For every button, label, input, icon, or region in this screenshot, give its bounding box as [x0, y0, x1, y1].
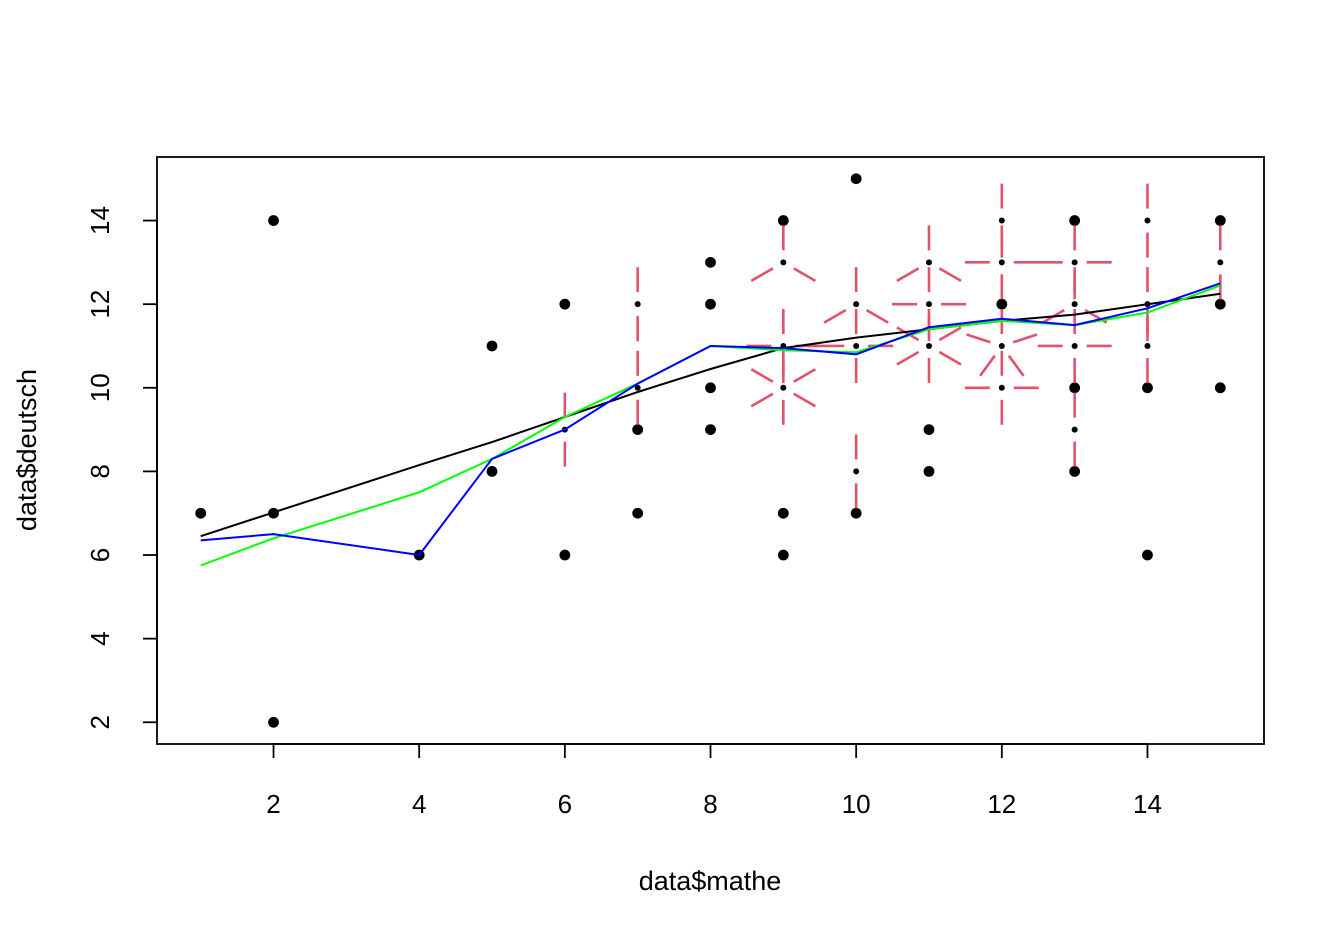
data-point	[1214, 215, 1226, 226]
data-point	[1069, 215, 1081, 226]
data-point	[705, 256, 716, 268]
x-axis-label: data$mathe	[639, 866, 782, 896]
sunflower-petal	[823, 309, 847, 324]
data-point	[1144, 342, 1151, 349]
sunflower-petal	[938, 350, 962, 366]
smoother-lines	[200, 282, 1221, 567]
data-point	[777, 215, 789, 226]
sunflower-petal	[938, 326, 962, 342]
data-point	[632, 507, 644, 519]
sunflower-petal	[938, 267, 962, 282]
x-tick-label: 4	[412, 789, 426, 819]
x-tick-label: 2	[266, 789, 280, 819]
data-point	[780, 259, 787, 266]
sunflower-petal	[865, 309, 889, 324]
sunflower-petal	[896, 350, 920, 366]
sunflower-petal	[1007, 354, 1025, 377]
data-point	[1142, 549, 1153, 561]
data-point	[705, 382, 716, 394]
plot-box	[156, 156, 1265, 745]
data-point	[998, 217, 1005, 224]
data-point	[1214, 382, 1226, 394]
data-point	[998, 342, 1005, 349]
sunflower-petal	[979, 354, 996, 377]
y-axis: 2 4 6 8 10 12 14	[85, 206, 158, 729]
sunflower-petal	[1012, 333, 1038, 344]
sunflower-petal	[793, 267, 817, 282]
data-point	[1217, 259, 1224, 266]
y-tick-label: 12	[85, 290, 115, 319]
data-point	[486, 340, 498, 352]
sunflower-petal	[793, 392, 817, 408]
data-point	[705, 298, 716, 310]
data-point	[925, 342, 932, 349]
y-tick-label: 14	[85, 206, 115, 235]
data-point	[923, 466, 935, 477]
x-axis: 2 4 6 8 10 12 14	[266, 743, 1162, 819]
data-point	[998, 259, 1005, 266]
data-point	[486, 466, 498, 477]
y-tick-label: 6	[85, 548, 115, 562]
data-point	[1069, 466, 1081, 477]
data-point	[195, 507, 207, 519]
data-point	[853, 468, 860, 475]
data-point	[850, 173, 862, 185]
series-line	[200, 282, 1221, 557]
data-point	[268, 215, 279, 226]
data-point	[559, 298, 571, 310]
data-point	[1071, 426, 1078, 433]
data-point	[925, 301, 932, 308]
data-point	[996, 298, 1008, 310]
data-point	[1069, 382, 1081, 394]
data-point	[559, 549, 571, 561]
y-axis-label: data$deutsch	[12, 369, 42, 531]
data-point	[1071, 259, 1078, 266]
data-point	[998, 384, 1005, 391]
data-point	[1071, 342, 1078, 349]
sunflower-petal	[750, 392, 774, 408]
data-point	[777, 549, 789, 561]
data-point	[925, 259, 932, 266]
sunflower-petal	[966, 333, 991, 344]
data-point	[1144, 217, 1151, 224]
x-tick-label: 10	[842, 789, 871, 819]
data-point	[777, 507, 789, 519]
sunflower-petal	[750, 267, 774, 282]
data-point	[632, 424, 644, 435]
data-point	[634, 384, 641, 391]
data-point	[923, 424, 935, 435]
y-tick-label: 2	[85, 715, 115, 729]
data-point	[705, 424, 716, 435]
y-tick-label: 4	[85, 631, 115, 645]
data-point	[1142, 382, 1153, 394]
data-point	[1071, 301, 1078, 308]
data-point	[850, 507, 862, 519]
x-tick-label: 8	[703, 789, 717, 819]
x-tick-label: 14	[1133, 789, 1162, 819]
data-point	[634, 301, 641, 308]
x-tick-label: 6	[558, 789, 572, 819]
series-line	[200, 292, 1221, 538]
data-points	[195, 173, 1226, 728]
data-point	[780, 384, 787, 391]
x-tick-label: 12	[987, 789, 1016, 819]
y-tick-label: 10	[85, 373, 115, 402]
data-point	[853, 342, 860, 349]
sunflower-petal	[750, 368, 774, 383]
sunflower-petal	[793, 368, 817, 383]
data-point	[1214, 298, 1226, 310]
sunflower-petal	[896, 267, 920, 282]
sunflower-petal	[896, 326, 920, 342]
data-point	[268, 716, 279, 728]
data-point	[853, 301, 860, 308]
sunflower-markers	[563, 183, 1222, 509]
y-tick-label: 8	[85, 464, 115, 478]
